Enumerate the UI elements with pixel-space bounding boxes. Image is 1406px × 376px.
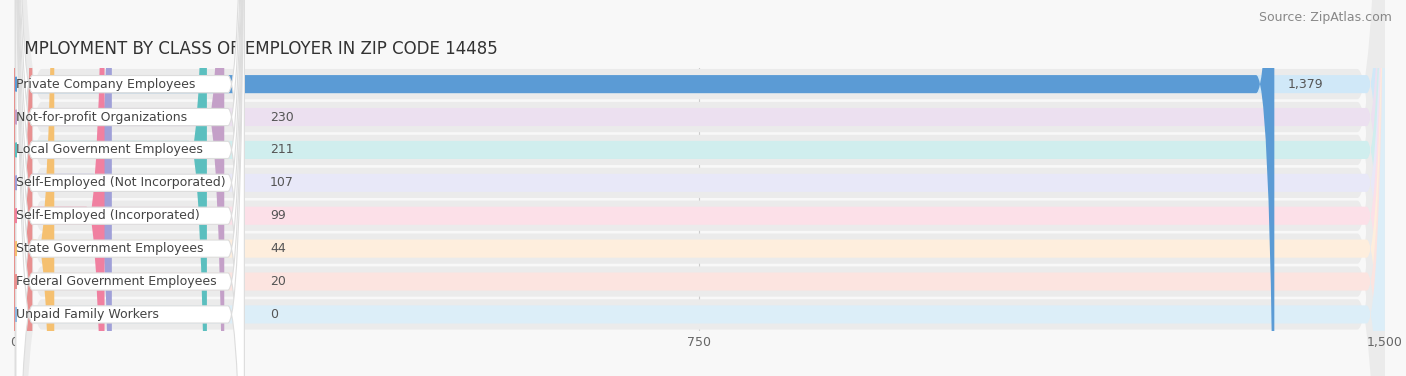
Text: 230: 230: [270, 111, 294, 124]
FancyBboxPatch shape: [14, 0, 104, 376]
FancyBboxPatch shape: [14, 0, 1385, 376]
Text: 20: 20: [270, 275, 285, 288]
FancyBboxPatch shape: [14, 0, 1385, 376]
Text: Federal Government Employees: Federal Government Employees: [17, 275, 217, 288]
FancyBboxPatch shape: [14, 0, 1385, 376]
FancyBboxPatch shape: [14, 0, 1385, 376]
FancyBboxPatch shape: [14, 0, 1385, 376]
FancyBboxPatch shape: [14, 0, 1385, 376]
FancyBboxPatch shape: [15, 0, 245, 376]
FancyBboxPatch shape: [14, 0, 1385, 376]
Text: 44: 44: [270, 242, 285, 255]
FancyBboxPatch shape: [15, 0, 245, 376]
Text: 211: 211: [270, 143, 294, 156]
Text: 1,379: 1,379: [1288, 77, 1323, 91]
Text: Source: ZipAtlas.com: Source: ZipAtlas.com: [1258, 11, 1392, 24]
Text: Self-Employed (Not Incorporated): Self-Employed (Not Incorporated): [17, 176, 226, 190]
FancyBboxPatch shape: [15, 0, 245, 376]
FancyBboxPatch shape: [14, 0, 1385, 376]
Text: 99: 99: [270, 209, 285, 222]
Text: Unpaid Family Workers: Unpaid Family Workers: [17, 308, 159, 321]
FancyBboxPatch shape: [14, 0, 1385, 376]
Text: Private Company Employees: Private Company Employees: [17, 77, 195, 91]
Text: 107: 107: [270, 176, 294, 190]
Text: EMPLOYMENT BY CLASS OF EMPLOYER IN ZIP CODE 14485: EMPLOYMENT BY CLASS OF EMPLOYER IN ZIP C…: [14, 40, 498, 58]
FancyBboxPatch shape: [15, 0, 245, 376]
Text: 0: 0: [270, 308, 278, 321]
FancyBboxPatch shape: [14, 0, 1385, 376]
Text: Not-for-profit Organizations: Not-for-profit Organizations: [17, 111, 187, 124]
FancyBboxPatch shape: [14, 0, 1385, 376]
Text: Local Government Employees: Local Government Employees: [17, 143, 204, 156]
FancyBboxPatch shape: [14, 0, 112, 376]
FancyBboxPatch shape: [14, 0, 1274, 376]
FancyBboxPatch shape: [14, 0, 1385, 376]
FancyBboxPatch shape: [15, 0, 245, 376]
Text: Self-Employed (Incorporated): Self-Employed (Incorporated): [17, 209, 200, 222]
FancyBboxPatch shape: [15, 0, 245, 376]
FancyBboxPatch shape: [15, 0, 245, 376]
FancyBboxPatch shape: [14, 0, 207, 376]
Text: State Government Employees: State Government Employees: [17, 242, 204, 255]
FancyBboxPatch shape: [14, 0, 32, 376]
FancyBboxPatch shape: [14, 0, 225, 376]
FancyBboxPatch shape: [14, 0, 1385, 376]
FancyBboxPatch shape: [15, 0, 245, 376]
FancyBboxPatch shape: [14, 0, 1385, 376]
FancyBboxPatch shape: [14, 0, 55, 376]
FancyBboxPatch shape: [14, 0, 1385, 376]
FancyBboxPatch shape: [14, 0, 1385, 376]
